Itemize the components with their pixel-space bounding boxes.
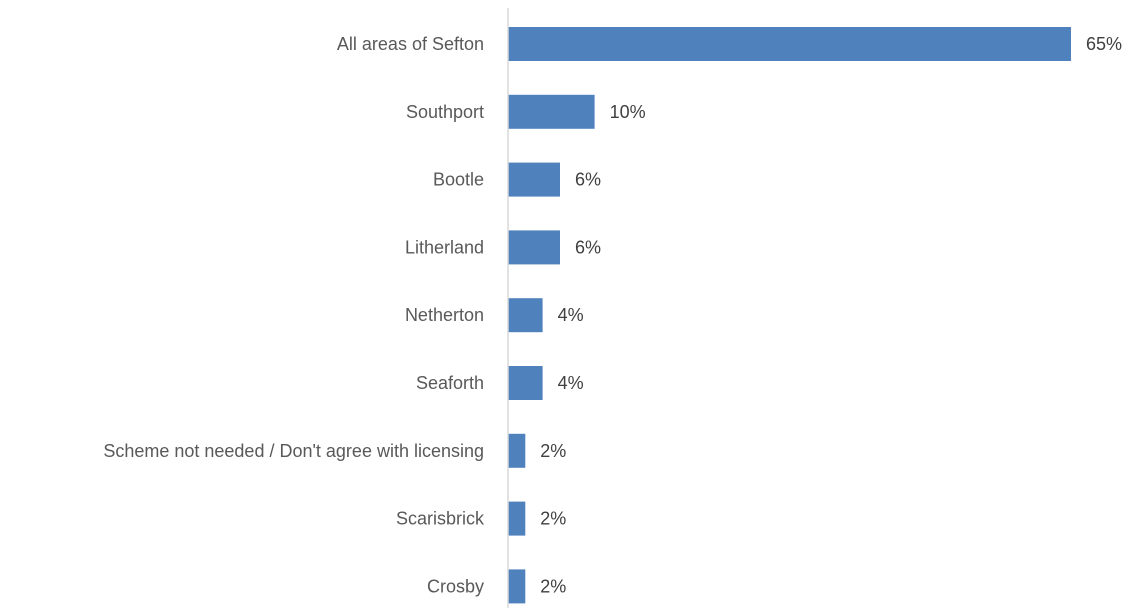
- data-label: 6%: [575, 237, 601, 257]
- category-label: Scarisbrick: [396, 509, 485, 529]
- data-label: 65%: [1086, 34, 1122, 54]
- category-label: Netherton: [405, 305, 484, 325]
- data-label: 6%: [575, 170, 601, 190]
- bar-litherland: [508, 230, 560, 265]
- bar-crosby: [508, 569, 526, 604]
- category-label: Southport: [406, 102, 484, 122]
- category-label: Scheme not needed / Don't agree with lic…: [103, 441, 484, 461]
- category-label: Litherland: [405, 237, 484, 257]
- bar-all-areas-of-sefton: [508, 27, 1071, 61]
- bar-netherton: [508, 298, 543, 333]
- data-label: 10%: [610, 102, 646, 122]
- category-label: Seaforth: [416, 373, 484, 393]
- data-label: 2%: [540, 509, 566, 529]
- bar-bootle: [508, 162, 560, 197]
- category-label: All areas of Sefton: [337, 34, 484, 54]
- category-label: Bootle: [433, 170, 484, 190]
- bar-seaforth: [508, 366, 543, 400]
- bar-scheme-not-needed-don-t-agree-with-licensing: [508, 433, 526, 468]
- category-label: Crosby: [427, 576, 484, 596]
- bars-layer: [508, 27, 1071, 604]
- bar-scarisbrick: [508, 501, 526, 536]
- data-label: 4%: [558, 305, 584, 325]
- bar-southport: [508, 94, 595, 129]
- data-label: 4%: [558, 373, 584, 393]
- data-label: 2%: [540, 576, 566, 596]
- labels-layer: All areas of Sefton 65% Southport 10% Bootle…: [103, 34, 1122, 596]
- data-label: 2%: [540, 441, 566, 461]
